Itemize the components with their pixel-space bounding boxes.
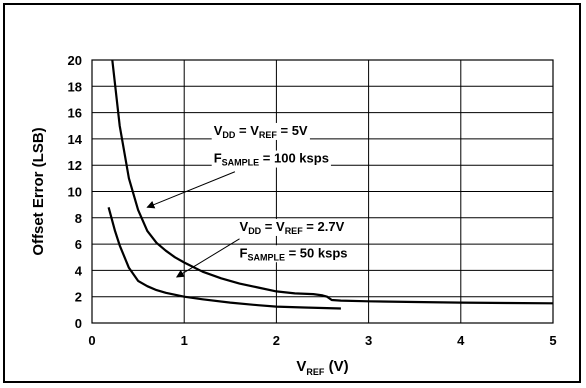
annotation-1: VDD = VREF = 5V FSAMPLE = 100 ksps: [146, 122, 331, 209]
annotation-run: V: [214, 123, 223, 138]
x-tick-label-5: 5: [549, 333, 556, 348]
annotation-run: = 5V: [277, 123, 308, 138]
y-tick-label-7: 14: [68, 132, 83, 147]
y-tick-label-10: 20: [68, 53, 82, 68]
y-tick-label-6: 12: [68, 158, 82, 173]
y-tick-label-8: 16: [68, 106, 82, 121]
y-tick-label-9: 18: [68, 79, 82, 94]
annotation-backing-1-1: [211, 122, 310, 140]
annotation-backing-2-1: [237, 218, 347, 236]
y-axis-title: Offset Error (LSB): [30, 127, 47, 255]
x-tick-label-1: 1: [181, 333, 188, 348]
chart-grid: [91, 59, 554, 324]
annotation-run: DD: [222, 130, 235, 140]
series-line-2: [107, 207, 341, 310]
annotation-2: VDD = VREF = 2.7V FSAMPLE = 50 ksps: [175, 218, 350, 278]
x-tick-label-4: 4: [457, 333, 465, 348]
y-tick-label-1: 2: [75, 290, 82, 305]
annotation-backing-2-2: [237, 245, 350, 263]
x-axis-title: VREF (V): [296, 358, 348, 377]
annotation-run: DD: [248, 226, 261, 236]
annotation-run: V: [240, 219, 249, 234]
annotation-run: SAMPLE: [247, 252, 285, 262]
annotation-run: = 100 ksps: [259, 151, 329, 166]
annotation-run: SAMPLE: [222, 158, 260, 168]
x-axis-title-unit: (V): [324, 358, 348, 375]
annotation-line1-1: VDD = VREF = 5V: [214, 123, 308, 140]
x-axis-title-main: V: [296, 358, 306, 375]
x-tick-label-3: 3: [365, 333, 372, 348]
y-tick-label-3: 6: [75, 237, 82, 252]
plot-border: [91, 59, 554, 324]
y-tick-label-5: 10: [68, 185, 82, 200]
annotation-run: REF: [285, 226, 304, 236]
annotation-run: F: [240, 245, 248, 260]
chart-frame: 0 2 4 6 8 10 12 14 16 18 20 0 1 2 3 4 5 VDD = VREF = 5V F…: [3, 3, 581, 383]
annotation-run: = V: [235, 123, 259, 138]
annotation-arrow-1: [146, 171, 236, 209]
annotation-line2-1: FSAMPLE = 100 ksps: [214, 151, 329, 168]
y-tick-label-4: 8: [75, 211, 82, 226]
x-tick-label-0: 0: [88, 333, 95, 348]
annotation-backing-1-2: [211, 150, 331, 168]
annotation-run: REF: [259, 130, 278, 140]
annotation-run: = V: [261, 219, 285, 234]
chart-series: [107, 59, 554, 310]
annotation-run: = 2.7V: [303, 219, 345, 234]
y-tick-label-0: 0: [75, 316, 82, 331]
annotation-line2-2: FSAMPLE = 50 ksps: [240, 245, 348, 262]
y-tick-label-2: 4: [75, 263, 83, 278]
series-line-1: [111, 59, 554, 305]
x-tick-label-2: 2: [273, 333, 280, 348]
annotation-arrow-2: [175, 238, 240, 278]
annotation-line1-2: VDD = VREF = 2.7V: [240, 219, 345, 236]
x-axis-title-sub: REF: [306, 367, 325, 377]
annotation-run: F: [214, 151, 222, 166]
annotation-run: = 50 ksps: [285, 245, 348, 260]
